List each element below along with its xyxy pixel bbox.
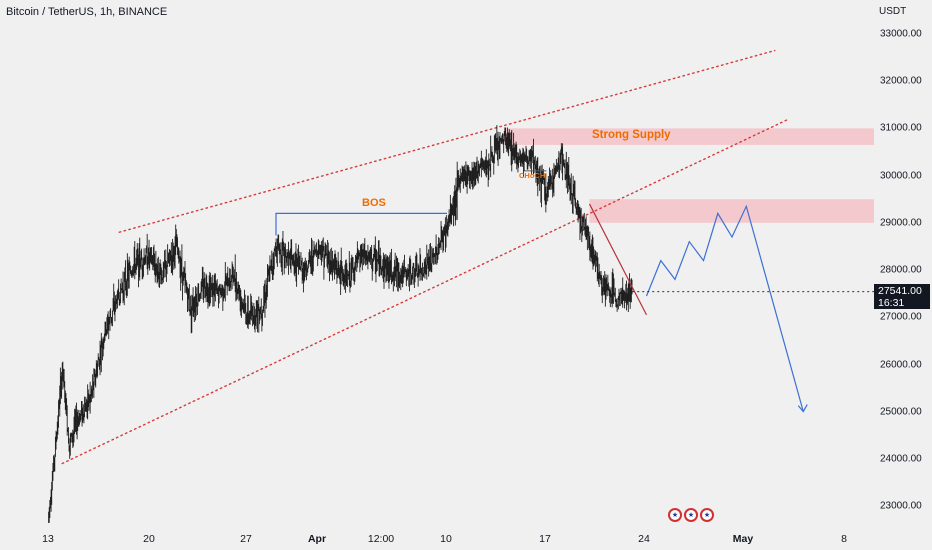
y-tick-label: 25000.00 <box>880 406 922 418</box>
chart-title: Bitcoin / TetherUS, 1h, BINANCE <box>6 6 168 18</box>
supply-zone <box>589 199 874 223</box>
x-tick-label: 20 <box>143 533 155 545</box>
x-tick-label: 13 <box>42 533 54 545</box>
last-price: 27541.00 <box>878 285 922 297</box>
economic-events[interactable]: ★ ★ ★ <box>668 508 714 522</box>
us-flag-icon[interactable]: ★ <box>684 508 698 522</box>
us-flag-icon[interactable]: ★ <box>668 508 682 522</box>
x-tick-label: May <box>732 533 754 545</box>
y-tick-label: 28000.00 <box>880 264 922 276</box>
y-tick-label: 32000.00 <box>880 75 922 87</box>
channel-upper-line <box>118 49 776 233</box>
us-flag-icon[interactable]: ★ <box>700 508 714 522</box>
x-tick-label: 24 <box>638 533 650 545</box>
x-tick-label: 17 <box>539 533 551 545</box>
y-tick-label: 26000.00 <box>880 359 922 371</box>
y-tick-label: 23000.00 <box>880 500 922 512</box>
x-tick-label: 12:00 <box>367 533 395 545</box>
channel-lower-line <box>61 118 790 465</box>
x-tick-label: 27 <box>240 533 252 545</box>
projection-path <box>645 204 804 412</box>
projection-arrowhead <box>797 404 808 413</box>
y-tick-label: 24000.00 <box>880 453 922 465</box>
currency-label: USDT <box>879 6 907 17</box>
y-tick-label: 33000.00 <box>880 28 922 40</box>
x-tick-label: 8 <box>841 533 847 545</box>
supply-zone <box>504 128 874 145</box>
x-tick-label: 10 <box>440 533 452 545</box>
y-tick-label: 31000.00 <box>880 122 922 134</box>
x-tick-label: Apr <box>307 533 327 545</box>
y-tick-label: 30000.00 <box>880 170 922 182</box>
y-tick-label: 27000.00 <box>880 311 922 323</box>
strong-supply-label: Strong Supply <box>592 129 671 141</box>
trendline <box>588 203 648 316</box>
y-tick-label: 29000.00 <box>880 217 922 229</box>
price-axis[interactable] <box>874 0 932 550</box>
last-price-tag: 27541.00 16:31 <box>874 284 930 309</box>
bos-label: BOS <box>362 197 386 209</box>
bar-countdown: 16:31 <box>878 297 905 309</box>
choch-label: CHoCH <box>519 171 546 180</box>
bos-line <box>275 212 447 236</box>
